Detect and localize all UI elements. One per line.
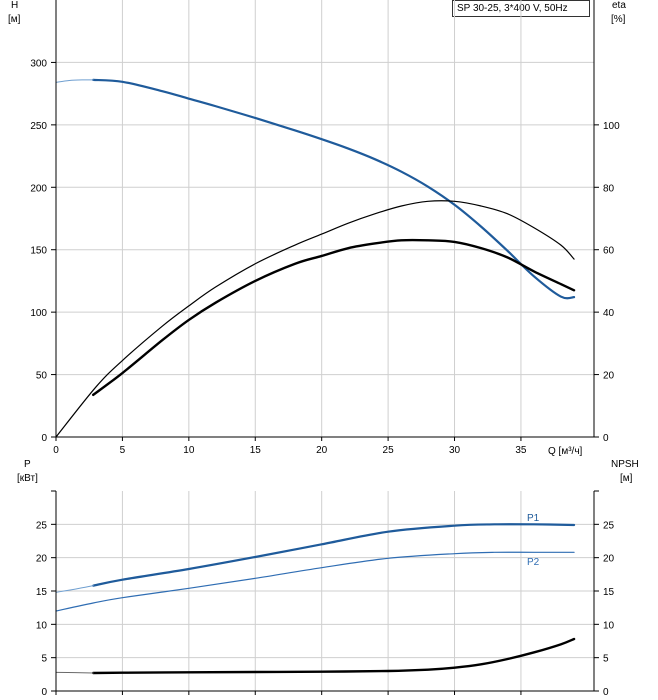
- series-line-eta-upper: [55, 200, 575, 438]
- upper-right-tick-label: 20: [603, 371, 615, 382]
- upper-left-axis-label-line2: [м]: [8, 14, 21, 25]
- x-tick-label: 20: [316, 445, 328, 456]
- lower-right-axis-label-line2: [м]: [620, 473, 633, 484]
- lower-left-tick-label: 25: [36, 520, 48, 531]
- upper-right-axis-label-line2: [%]: [611, 14, 626, 25]
- upper-right-tick-label: 40: [603, 308, 615, 319]
- series-label-p2: P2: [527, 557, 540, 568]
- upper-left-tick-label: 50: [36, 371, 48, 382]
- x-axis-label: Q [м³/ч]: [548, 446, 583, 457]
- upper-left-tick-label: 200: [30, 183, 47, 194]
- x-tick-label: 5: [120, 445, 126, 456]
- legend-text: SP 30-25, 3*400 V, 50Hz: [457, 3, 568, 14]
- lower-left-axis-label-line1: P: [24, 459, 31, 470]
- series-line-P1-extension: [55, 585, 94, 593]
- series-line-H: [92, 78, 576, 300]
- upper-left-tick-label: 150: [30, 246, 47, 257]
- x-tick-label: 0: [53, 445, 59, 456]
- lower-right-tick-label: 20: [603, 554, 615, 565]
- upper-right-tick-label: 0: [603, 433, 609, 444]
- upper-right-tick-label: 100: [603, 121, 620, 132]
- upper-left-axis-label-line1: H: [11, 0, 18, 11]
- lower-right-tick-label: 5: [603, 654, 609, 665]
- lower-right-tick-label: 10: [603, 620, 615, 631]
- lower-left-tick-label: 15: [36, 587, 48, 598]
- lower-left-tick-label: 20: [36, 554, 48, 565]
- lower-right-axis-label-line1: NPSH: [611, 459, 639, 470]
- upper-right-axis-label-line1: eta: [612, 0, 626, 11]
- series-line-eta-lower: [92, 238, 576, 397]
- series-label-p1: P1: [527, 513, 540, 524]
- lower-left-tick-label: 10: [36, 620, 48, 631]
- x-tick-label: 15: [250, 445, 262, 456]
- series-line-NPSH-extension: [55, 671, 94, 674]
- lower-right-tick-label: 15: [603, 587, 615, 598]
- upper-right-tick-label: 60: [603, 246, 615, 257]
- upper-left-tick-label: 300: [30, 58, 47, 69]
- upper-left-tick-label: 0: [41, 433, 47, 444]
- lower-right-tick-label: 25: [603, 520, 615, 531]
- upper-left-tick-label: 250: [30, 121, 47, 132]
- lower-grid: [56, 491, 594, 691]
- upper-right-tick-label: 80: [603, 183, 615, 194]
- x-tick-label: 10: [183, 445, 195, 456]
- x-tick-label: 25: [383, 445, 395, 456]
- lower-left-tick-label: 0: [41, 687, 47, 698]
- x-tick-label: 35: [515, 445, 527, 456]
- lower-left-axis-label-line2: [кВт]: [17, 473, 38, 484]
- x-tick-label: 30: [449, 445, 461, 456]
- series-line-H-extension: [55, 79, 94, 83]
- axis-layer: 0 5 10 15 20 25 30 3505010015020025030002040608…: [30, 0, 620, 698]
- series-line-P1: [92, 523, 576, 587]
- series-layer: [55, 78, 576, 675]
- series-line-P2: [55, 551, 575, 612]
- series-line-NPSH: [92, 637, 576, 675]
- upper-grid: [56, 0, 594, 437]
- lower-right-tick-label: 0: [603, 687, 609, 698]
- lower-left-tick-label: 5: [41, 654, 47, 665]
- upper-left-tick-label: 100: [30, 308, 47, 319]
